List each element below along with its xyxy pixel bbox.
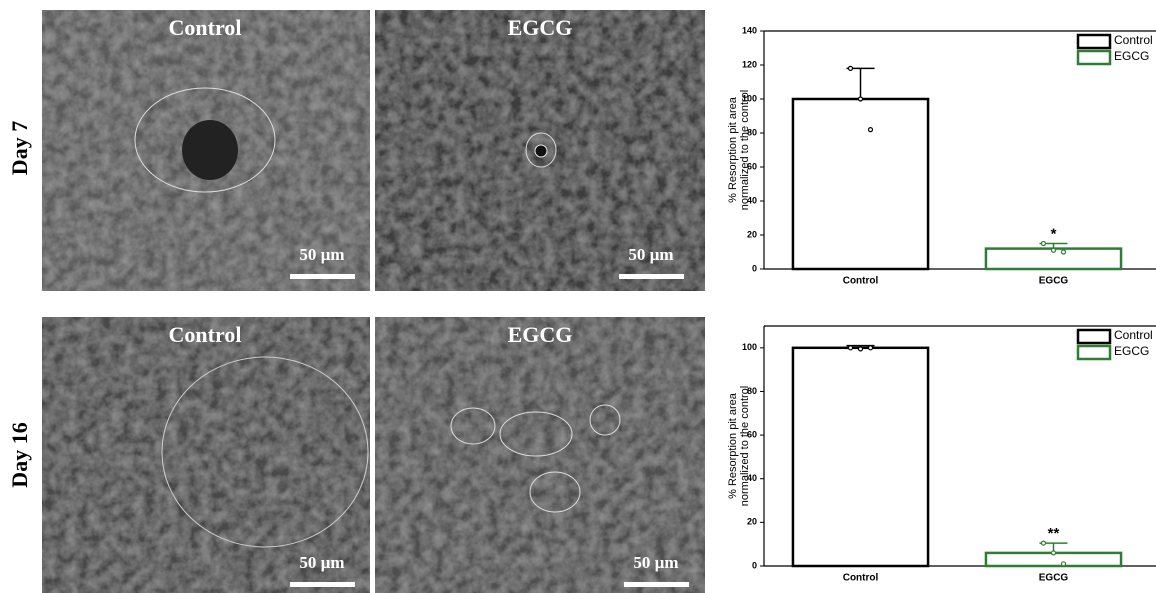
y-tick-label: 120 [742, 59, 757, 69]
y-axis-label: % Resorption pit area [727, 392, 739, 499]
y-tick-label: 20 [747, 229, 757, 239]
y-tick-label: 60 [747, 429, 757, 439]
data-point [847, 65, 854, 72]
data-point [867, 127, 874, 133]
data-point [1050, 247, 1057, 253]
bar [791, 97, 930, 271]
image-label: Control [169, 15, 242, 40]
region-outline [450, 407, 496, 445]
y-tick-label: 40 [747, 473, 757, 483]
scale-bar [290, 274, 355, 279]
region-outline [589, 404, 621, 436]
scale-label: 50 µm [299, 245, 344, 264]
legend-swatch [1076, 344, 1112, 361]
image-label: EGCG [508, 322, 573, 347]
data-point [857, 346, 864, 352]
legend-label: EGCG [1114, 344, 1149, 358]
legend-label: EGCG [1114, 49, 1149, 63]
legend-swatch [1076, 33, 1112, 50]
legend-swatch [1076, 49, 1112, 66]
region-outline [499, 411, 573, 457]
scale-bar [290, 582, 355, 587]
scale-label: 50 µm [628, 245, 673, 264]
region-outline [529, 471, 581, 513]
x-tick-label: Control [843, 573, 879, 584]
x-tick-label: Control [843, 276, 879, 287]
significance: * [1051, 225, 1057, 242]
y-tick-label: 20 [747, 517, 757, 527]
data-point [1040, 240, 1047, 247]
pit [534, 144, 548, 158]
legend-label: Control [1114, 33, 1153, 47]
region-outline [525, 132, 557, 168]
y-tick-label: 40 [747, 195, 757, 205]
x-tick-label: EGCG [1039, 573, 1069, 584]
y-axis-label: normalized to the control [739, 386, 751, 506]
image-label: Control [169, 322, 242, 347]
data-point [857, 96, 864, 102]
legend-label: Control [1114, 328, 1153, 342]
y-tick-label: 80 [747, 127, 757, 137]
scale-label: 50 µm [299, 553, 344, 572]
scale-label: 50 µm [633, 553, 678, 572]
data-point [1040, 540, 1047, 546]
y-tick-label: 140 [742, 25, 757, 35]
region-outline [161, 356, 369, 548]
image-label: EGCG [508, 15, 573, 40]
y-axis-label: % Resorption pit area [727, 96, 739, 203]
y-tick-label: 100 [742, 93, 757, 103]
sem-images: Control EGCG Control EGCG 50 µm 50 µm 50… [7, 10, 705, 593]
scale-bar [619, 274, 684, 279]
x-tick-label: EGCG [1039, 276, 1069, 287]
bar [791, 346, 930, 568]
data-point [1060, 561, 1067, 567]
significance: ** [1048, 525, 1060, 542]
legend-swatch [1076, 328, 1112, 345]
row-label: Day 7 [7, 121, 32, 175]
y-tick-label: 100 [742, 342, 757, 352]
scale-bar [624, 582, 689, 587]
sem-image [42, 317, 370, 593]
region-outline [134, 87, 276, 193]
y-axis-label: normalized to the control [739, 90, 751, 210]
data-point [847, 345, 854, 351]
sem-image [375, 317, 705, 593]
data-point [1050, 550, 1057, 556]
data-point [1060, 249, 1067, 255]
y-tick-label: 80 [747, 386, 757, 396]
data-point [867, 345, 874, 351]
y-tick-label: 0 [752, 560, 757, 570]
row-label: Day 16 [7, 422, 32, 487]
y-tick-label: 0 [752, 263, 757, 273]
y-tick-label: 60 [747, 161, 757, 171]
pit [182, 120, 238, 180]
